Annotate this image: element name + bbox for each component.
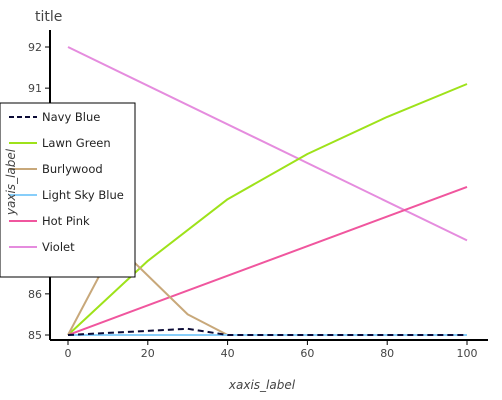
legend-label: Violet [42, 240, 75, 254]
legend-item: Hot Pink [9, 214, 90, 228]
series-line-navy-blue [67, 327, 467, 336]
y-tick-label: 86 [28, 288, 42, 301]
legend-label: Navy Blue [42, 110, 100, 124]
legend-item: Violet [9, 240, 75, 254]
x-tick-label: 40 [221, 347, 235, 360]
x-tick-label: 0 [65, 347, 72, 360]
legend-item: Lawn Green [9, 136, 111, 150]
x-tick-label: 20 [141, 347, 155, 360]
x-tick-label: 100 [457, 347, 478, 360]
legend-box [0, 102, 136, 278]
series-line-violet [67, 46, 468, 242]
y-tick-label: 91 [28, 82, 42, 95]
y-tick-label: 92 [28, 41, 42, 54]
legend-item: Light Sky Blue [9, 188, 124, 202]
legend-label: Light Sky Blue [42, 188, 124, 202]
x-axis-label: xaxis_label [228, 378, 296, 392]
chart-title: title [35, 9, 62, 25]
legend-item: Burlywood [9, 162, 103, 176]
y-axis-label: yaxis_label [4, 148, 18, 216]
legend-label: Lawn Green [42, 136, 111, 150]
x-tick-label: 80 [380, 347, 394, 360]
legend-item: Navy Blue [9, 110, 100, 124]
series-line-hot-pink [67, 185, 468, 336]
x-tick-label: 60 [300, 347, 314, 360]
legend-label: Hot Pink [42, 214, 90, 228]
legend: Navy Blue Lawn Green Burlywood Light Sky Bl… [0, 102, 136, 278]
legend-label: Burlywood [42, 162, 103, 176]
y-tick-label: 85 [28, 329, 42, 342]
